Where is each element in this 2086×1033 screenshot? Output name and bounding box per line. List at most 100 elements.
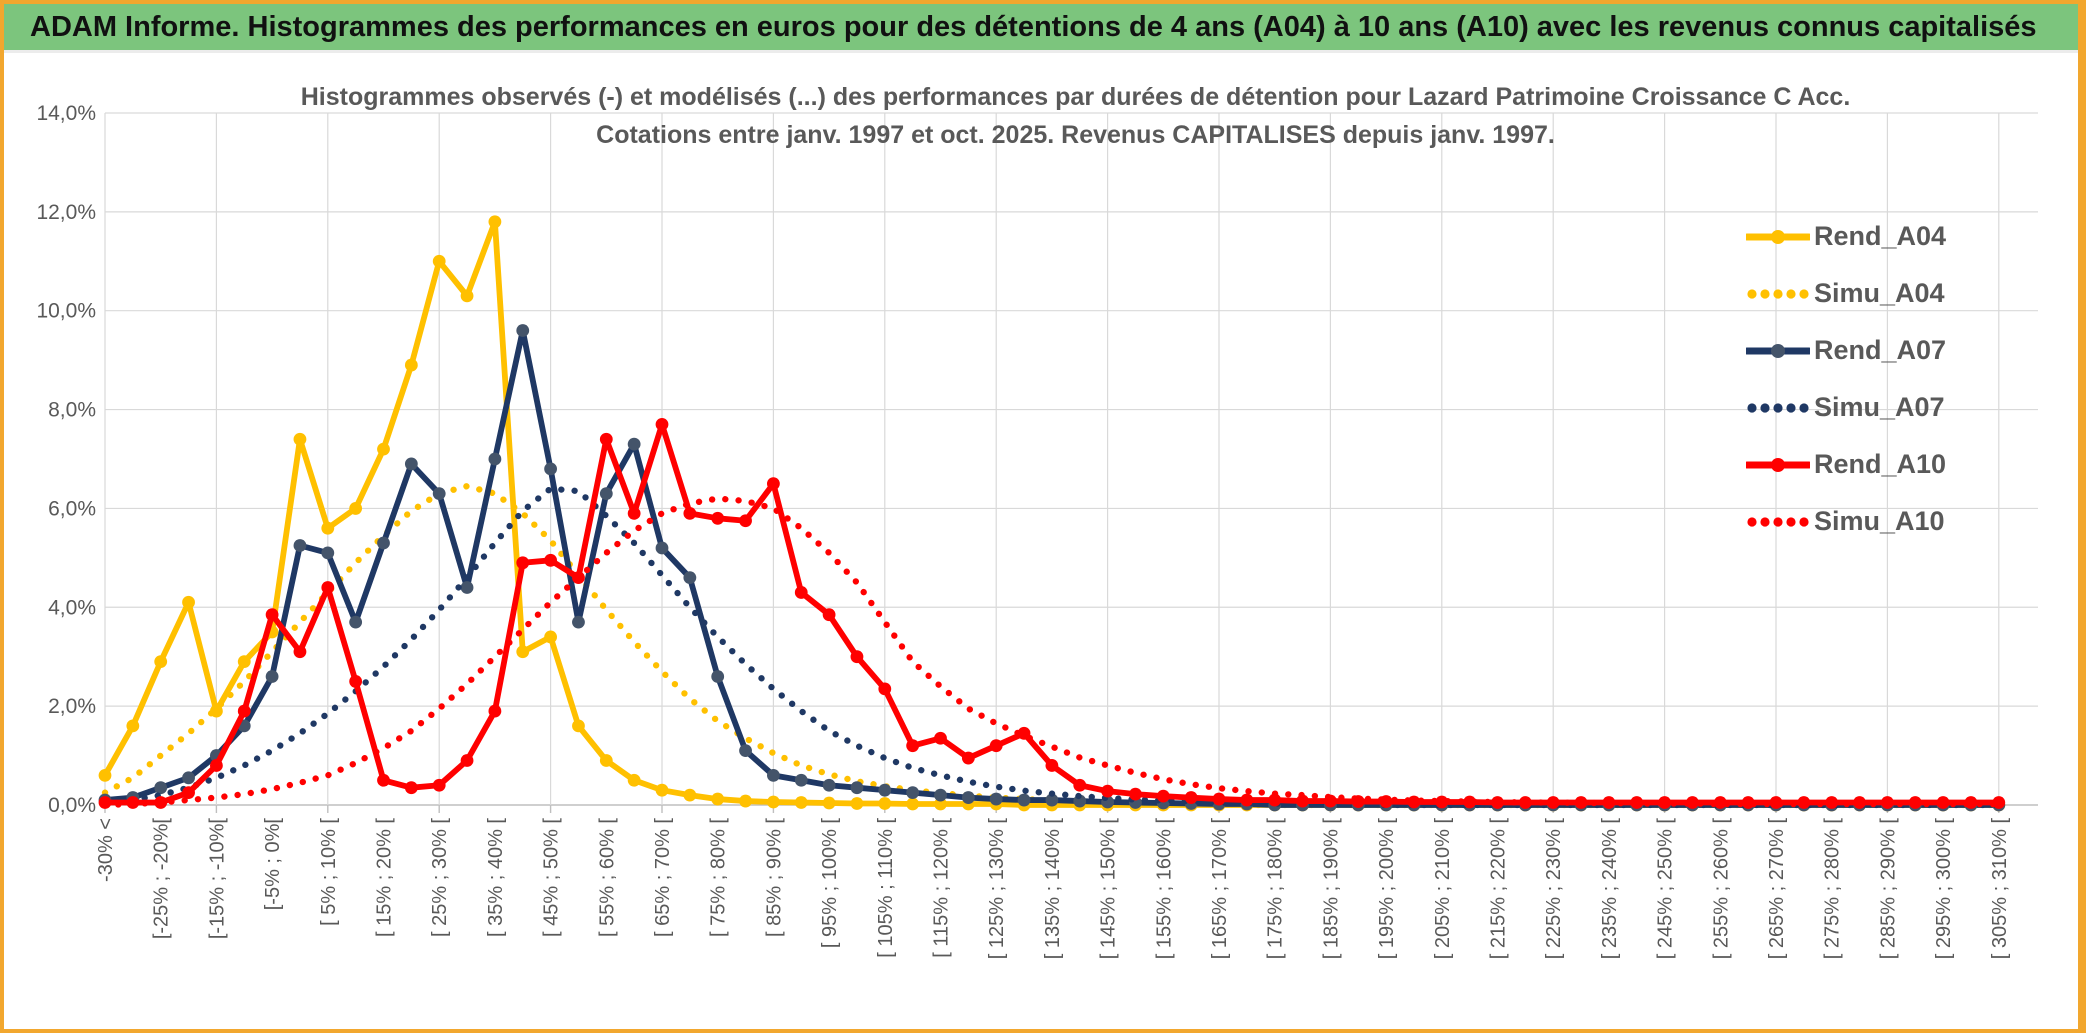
data-point-marker (377, 536, 390, 550)
data-point-marker (906, 786, 920, 800)
x-axis-tick-label: [ 35% ; 40% [ (485, 818, 507, 937)
data-point-marker (934, 788, 947, 802)
chart-legend: Rend_A04 Simu_A04 Rend_A07 Simu_A07 Rend_A10… (1746, 208, 1946, 550)
x-axis-tick-label: [-25% ; -20%[ (151, 818, 173, 940)
data-point-marker (572, 719, 585, 733)
data-point-marker (850, 781, 864, 795)
data-point-marker (627, 437, 641, 451)
chart-object[interactable]: Histogrammes observés (-) et modélisés (… (4, 53, 2078, 1029)
data-point-marker (1212, 792, 1226, 806)
dotted-line-swatch-icon (1747, 516, 1809, 527)
data-point-marker (767, 795, 780, 809)
data-point-marker (767, 768, 780, 782)
x-axis-tick-label: [ 235% ; 240% [ (1599, 818, 1621, 960)
series-rend-a04-line[interactable] (102, 218, 2002, 808)
data-point-marker (655, 783, 669, 797)
series-simu-a10-line[interactable] (101, 495, 2002, 809)
y-axis-tick-label: 0,0% (48, 794, 96, 817)
y-axis-tick-label: 8,0% (48, 399, 96, 422)
x-axis-tick-label: [ 165% ; 170% [ (1209, 818, 1231, 960)
data-point-marker (432, 487, 446, 500)
legend-item-simu-a10[interactable]: Simu_A10 (1746, 493, 1946, 550)
legend-item-rend-a10[interactable]: Rend_A10 (1746, 436, 1946, 493)
data-point-marker (265, 670, 279, 683)
y-axis-tick-label: 2,0% (48, 695, 96, 718)
x-axis-tick-label: [ 105% ; 110% [ (875, 818, 897, 958)
data-point-marker (878, 682, 892, 696)
legend-item-simu-a07[interactable]: Simu_A07 (1746, 379, 1946, 436)
dotted-line-swatch-icon (1747, 288, 1809, 299)
series-rend-a04-markers (98, 215, 2006, 812)
x-axis-tick-label: [ 135% ; 140% [ (1042, 818, 1064, 960)
legend-item-rend-a04[interactable]: Rend_A04 (1746, 208, 1946, 265)
data-point-marker (516, 556, 530, 570)
legend-label: Simu_A07 (1814, 392, 1945, 422)
gold-frame-left (0, 0, 4, 1033)
data-point-marker (794, 586, 808, 599)
x-axis-tick-label: [-15% ; -10%[ (206, 818, 228, 940)
data-point-marker (822, 608, 836, 622)
data-point-marker (599, 487, 613, 500)
data-point-marker (377, 442, 390, 456)
data-point-marker (906, 739, 920, 753)
data-point-marker (989, 792, 1003, 806)
data-point-marker (794, 796, 808, 809)
data-point-marker (460, 289, 474, 303)
series-rend-a07-line[interactable] (102, 327, 2002, 808)
x-axis-tick-label: [ 145% ; 150% [ (1098, 818, 1120, 960)
chart-subtitle: Cotations entre janv. 1997 et oct. 2025.… (596, 121, 1555, 149)
x-axis-tick-label: [ 275% ; 280% [ (1822, 818, 1844, 960)
x-axis-tick-label: [ 45% ; 50% [ (541, 818, 563, 937)
title-banner: ADAM Informe. Histogrammes des performan… (4, 4, 2078, 53)
data-point-marker (293, 539, 307, 552)
x-axis-tick-label: [ 65% ; 70% [ (652, 818, 674, 937)
data-point-marker (655, 541, 669, 555)
data-point-marker (98, 768, 112, 782)
data-point-marker (321, 546, 335, 560)
x-axis-tick-label: [ 295% ; 300% [ (1933, 818, 1955, 960)
x-axis-tick-label: [ 95% ; 100% [ (819, 818, 841, 949)
data-point-marker (683, 571, 697, 585)
data-point-marker (627, 773, 641, 787)
data-point-marker (1184, 791, 1198, 804)
data-point-marker (850, 650, 864, 664)
data-point-marker (1045, 759, 1059, 772)
data-point-marker (488, 704, 502, 718)
data-point-marker (1129, 787, 1142, 801)
data-point-marker (154, 781, 168, 795)
legend-item-rend-a07[interactable]: Rend_A07 (1746, 322, 1946, 379)
x-axis-tick-label: [ 75% ; 80% [ (708, 818, 730, 937)
dotted-line-swatch-icon (1747, 402, 1809, 413)
legend-item-simu-a04[interactable]: Simu_A04 (1746, 265, 1946, 322)
data-point-marker (711, 792, 725, 806)
data-point-marker (544, 462, 557, 476)
data-point-marker (711, 511, 725, 525)
data-point-marker (432, 254, 446, 268)
data-point-marker (377, 773, 390, 787)
data-point-marker (516, 324, 530, 337)
data-point-marker (850, 797, 864, 810)
data-point-marker (599, 432, 613, 446)
gold-frame-top (0, 0, 2086, 4)
x-axis-tick-label: [ 55% ; 60% [ (596, 818, 618, 937)
series-simu-a07-line[interactable] (101, 485, 2002, 809)
data-point-marker (182, 786, 195, 800)
x-axis-tick-label: [ 15% ; 20% [ (374, 818, 396, 937)
data-point-marker (767, 477, 780, 491)
x-axis-tick-label: [ 115% ; 120% [ (931, 818, 953, 958)
data-point-marker (989, 739, 1003, 753)
x-axis-tick-label: [ 125% ; 130% [ (986, 818, 1008, 960)
data-point-marker (683, 506, 697, 520)
solid-line-swatch-icon (1746, 457, 1810, 472)
data-point-marker (544, 630, 557, 644)
data-point-marker (182, 771, 195, 785)
data-point-marker (822, 796, 836, 810)
data-point-marker (544, 553, 557, 567)
solid-line-swatch-icon (1746, 229, 1810, 244)
y-axis-tick-label: 14,0% (36, 102, 96, 125)
data-point-marker (349, 502, 363, 515)
x-axis-tick-label: [ 175% ; 180% [ (1265, 818, 1287, 960)
x-axis-tick-label: [ 255% ; 260% [ (1710, 818, 1732, 960)
x-axis-tick-label: [ 185% ; 190% [ (1320, 818, 1342, 960)
data-point-marker (404, 358, 418, 372)
